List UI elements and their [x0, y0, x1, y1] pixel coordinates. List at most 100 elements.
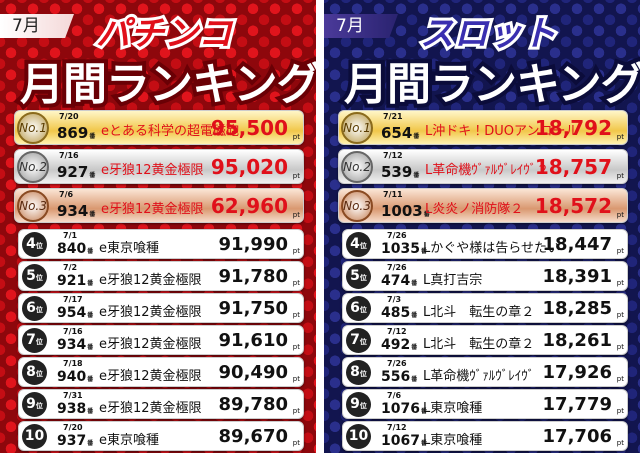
points: 95,500: [210, 116, 288, 140]
rank-badge: 5位: [346, 264, 371, 289]
date: 7/6: [387, 391, 402, 400]
machine-name: L真打吉宗: [423, 273, 483, 288]
machine-number: 474番: [381, 273, 417, 289]
points: 90,490: [218, 362, 288, 383]
number-suffix: 番: [87, 280, 94, 287]
ranking-row: 8位 7/18 940番 e牙狼12黄金極限 90,490 pt: [18, 357, 304, 387]
rank-suffix: 位: [359, 370, 367, 378]
rank-number: 2: [363, 160, 371, 174]
rank-number: 2: [39, 160, 47, 174]
machine-name: e牙狼12黄金極限: [99, 369, 202, 384]
number-suffix: 番: [420, 408, 427, 415]
machine-number: 921番: [57, 273, 93, 289]
machine-number: 556番: [381, 369, 417, 385]
machine-name: e牙狼12黄金極限: [101, 202, 204, 217]
rank-badge: 4位: [22, 232, 47, 257]
number: 539: [381, 163, 413, 181]
number: 927: [57, 163, 89, 181]
number-suffix: 番: [87, 408, 94, 415]
machine-number: 1003番: [381, 202, 430, 220]
rank-badge: 8位: [22, 360, 47, 385]
rank-badge: 8位: [346, 360, 371, 385]
machine-name: e牙狼12黄金極限: [99, 401, 202, 416]
number-suffix: 番: [87, 344, 94, 351]
machine-name: e東京喰種: [99, 241, 159, 256]
number-suffix: 番: [411, 312, 418, 319]
rank-number: 6: [26, 300, 36, 316]
rank-badge: 9位: [346, 392, 371, 417]
machine-number: 954番: [57, 305, 93, 321]
rank-number: 7: [350, 332, 360, 348]
machine-name: L北斗 転生の章２: [423, 305, 535, 320]
medal-prefix: No.: [343, 121, 364, 135]
points: 91,610: [218, 330, 288, 351]
rank-suffix: 位: [359, 306, 367, 314]
number-suffix: 番: [89, 133, 96, 140]
number-suffix: 番: [423, 211, 430, 218]
medal-prefix: No.: [19, 199, 40, 213]
date: 7/12: [383, 151, 403, 160]
points-unit: pt: [292, 439, 300, 447]
date: 7/26: [387, 263, 407, 272]
ranking-row: No.2 7/12 539番 L革命機ｳﾞｧﾙｳﾞﾚｲｳﾞ２ 18,757 pt: [338, 149, 628, 184]
rank-suffix: 位: [359, 338, 367, 346]
points: 89,670: [218, 426, 288, 447]
rank-number: 3: [363, 199, 371, 213]
machine-number: 869番: [57, 124, 95, 142]
medal-prefix: No.: [19, 121, 40, 135]
rank-number: 8: [26, 364, 36, 380]
number: 921: [57, 273, 87, 289]
number: 938: [57, 401, 87, 417]
number-suffix: 番: [413, 172, 420, 179]
rank-badge: 9位: [22, 392, 47, 417]
points: 17,779: [542, 394, 612, 415]
rank-medal: No.2: [341, 151, 373, 183]
date: 7/2: [63, 263, 78, 272]
number: 1035: [381, 241, 420, 257]
rank-badge: 7位: [346, 328, 371, 353]
machine-name: e東京喰種: [99, 433, 159, 448]
panel-title: パチンコ: [93, 11, 235, 57]
number-suffix: 番: [411, 344, 418, 351]
date: 7/12: [387, 327, 407, 336]
date: 7/11: [383, 190, 403, 199]
date: 7/1: [63, 231, 78, 240]
ranking-row: 9位 7/31 938番 e牙狼12黄金極限 89,780 pt: [18, 389, 304, 419]
points-unit: pt: [292, 407, 300, 415]
rank-number: 3: [39, 199, 47, 213]
machine-name: L東京喰種: [423, 401, 483, 416]
points-unit: pt: [292, 211, 300, 219]
number-suffix: 番: [87, 376, 94, 383]
machine-number: 1035番: [381, 241, 427, 257]
number: 934: [57, 337, 87, 353]
date: 7/26: [387, 231, 407, 240]
points-unit: pt: [616, 439, 624, 447]
rank-suffix: 位: [35, 370, 43, 378]
machine-number: 1076番: [381, 401, 427, 417]
machine-name: L東京喰種: [423, 433, 483, 448]
points-unit: pt: [616, 133, 624, 141]
points: 18,391: [542, 266, 612, 287]
rank-number: 1: [39, 121, 47, 135]
rank-suffix: 位: [359, 402, 367, 410]
date: 7/31: [63, 391, 83, 400]
points-unit: pt: [616, 375, 624, 383]
points-unit: pt: [292, 311, 300, 319]
points: 18,792: [534, 116, 612, 140]
ranking-row: 7位 7/16 934番 e牙狼12黄金極限 91,610 pt: [18, 325, 304, 355]
ranking-row: No.1 7/20 869番 eとある科学の超電磁砲 95,500 pt: [14, 110, 304, 145]
points-unit: pt: [292, 172, 300, 180]
number: 937: [57, 433, 87, 449]
rank-number: 6: [350, 300, 360, 316]
machine-name: e牙狼12黄金極限: [101, 163, 204, 178]
machine-number: 937番: [57, 433, 93, 449]
ranking-row: 6位 7/17 954番 e牙狼12黄金極限 91,750 pt: [18, 293, 304, 323]
panel-subtitle: 月間ランキング: [340, 55, 640, 114]
date: 7/26: [387, 359, 407, 368]
machine-name: e牙狼12黄金極限: [99, 273, 202, 288]
machine-name: Lかぐや様は告らせたい: [423, 241, 560, 256]
ranking-row: 5位 7/2 921番 e牙狼12黄金極限 91,780 pt: [18, 261, 304, 291]
points: 18,447: [542, 234, 612, 255]
